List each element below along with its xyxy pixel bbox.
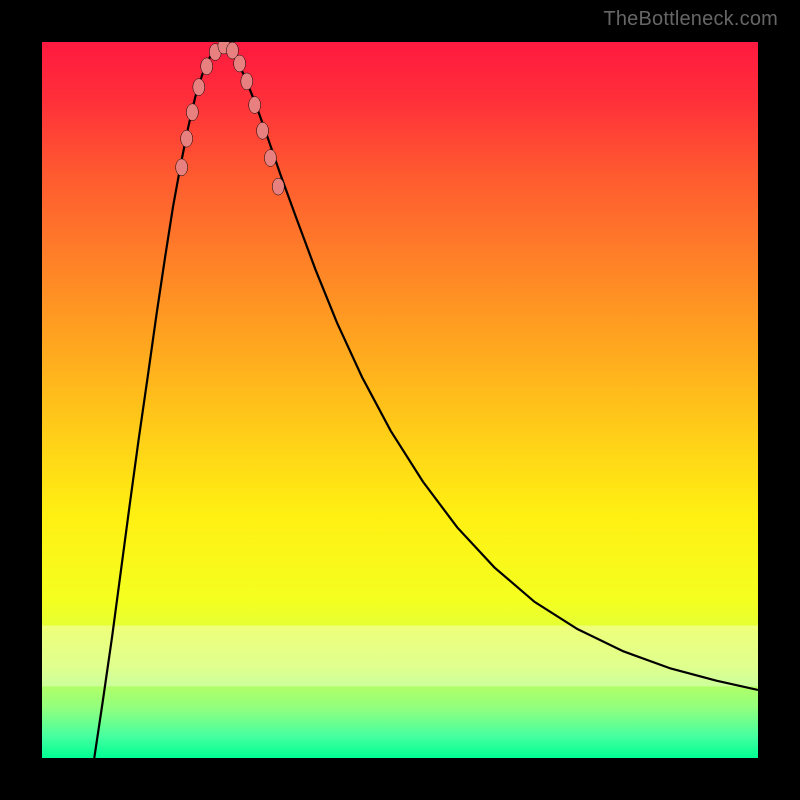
marker-dot [241, 73, 253, 90]
marker-dot [257, 122, 269, 139]
marker-dot [201, 58, 213, 75]
marker-dot [181, 130, 193, 147]
marker-dot [234, 55, 246, 72]
marker-dot [272, 178, 284, 195]
marker-dot [264, 149, 276, 166]
pale-band [42, 626, 758, 687]
chart-svg [42, 42, 758, 758]
watermark-text: TheBottleneck.com [603, 8, 778, 31]
marker-dot [186, 104, 198, 121]
chart-area [42, 42, 758, 758]
marker-dot [176, 159, 188, 176]
marker-dot [249, 97, 261, 114]
marker-dot [193, 79, 205, 96]
